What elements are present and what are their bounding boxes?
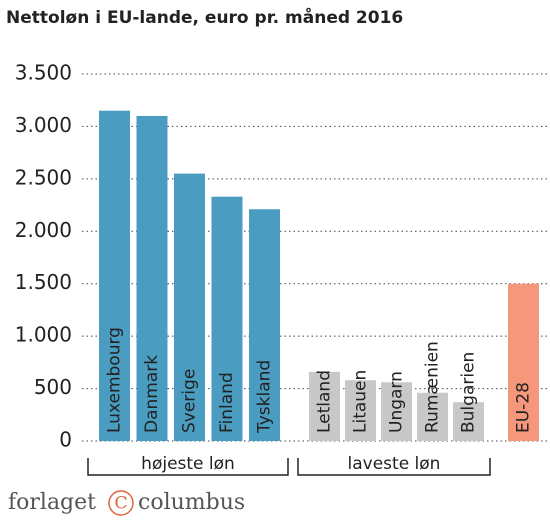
category-label: Sverige — [180, 369, 200, 433]
group-label: laveste løn — [348, 454, 441, 474]
y-tick-label: 3.500 — [15, 61, 72, 85]
category-label: Tyskland — [255, 360, 275, 434]
bar — [136, 115, 168, 441]
category-label: Danmark — [142, 355, 162, 433]
category-label: Letland — [315, 370, 335, 433]
bar — [99, 110, 130, 441]
bar — [508, 283, 539, 441]
category-label: EU-28 — [514, 382, 534, 433]
category-label: Ungarn — [387, 371, 407, 433]
footer-mark: C — [114, 494, 127, 514]
bar — [453, 402, 484, 441]
bar — [249, 209, 280, 441]
bar — [345, 380, 376, 441]
group-label: højeste løn — [141, 454, 235, 474]
category-label: Litauen — [351, 370, 371, 433]
group-bracket — [297, 458, 491, 476]
category-label: Rumænien — [423, 341, 443, 433]
y-tick-label: 0 — [59, 428, 72, 452]
y-tick-label: 1.000 — [15, 323, 72, 347]
footer: forlaget C columbus — [8, 490, 245, 516]
footer-left: forlaget — [8, 490, 96, 515]
bar — [381, 382, 412, 441]
bar — [417, 392, 448, 441]
y-tick-label: 1.500 — [15, 270, 72, 294]
y-tick-label: 2.500 — [15, 165, 72, 189]
group-bracket — [87, 458, 289, 476]
chart-title: Nettoløn i EU-lande, euro pr. måned 2016 — [6, 6, 403, 28]
bar — [309, 371, 340, 441]
y-tick-label: 2.000 — [15, 218, 72, 242]
bar — [174, 173, 205, 441]
category-label: Finland — [217, 372, 237, 433]
category-label: Bulgarien — [459, 352, 479, 433]
footer-right: columbus — [138, 490, 245, 515]
category-label: Luxembourg — [105, 327, 125, 433]
y-tick-label: 3.000 — [15, 113, 72, 137]
y-tick-label: 500 — [34, 375, 72, 399]
bar — [211, 196, 243, 441]
logo-circle — [108, 490, 134, 516]
